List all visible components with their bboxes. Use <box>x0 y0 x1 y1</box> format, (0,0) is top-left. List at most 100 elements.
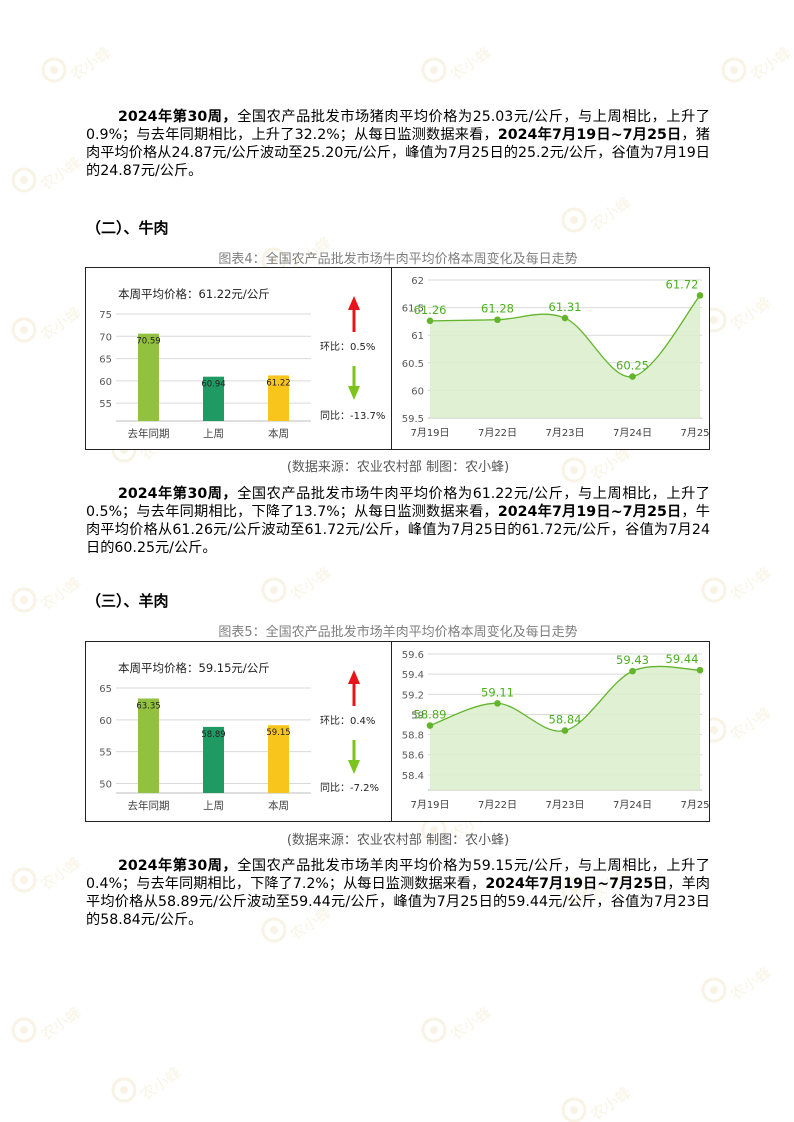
watermark-text: 农小蜂 <box>287 563 334 604</box>
bar-value-label: 59.15 <box>266 728 290 738</box>
watermark-bee-eye <box>710 726 718 734</box>
watermark-text: 农小蜂 <box>67 43 114 84</box>
data-point <box>494 316 501 324</box>
watermark-bee-shape <box>11 867 37 893</box>
watermark-bee-eye <box>710 986 718 994</box>
bee-watermark-icon: 农小蜂 <box>11 573 84 614</box>
down-arrow-icon <box>348 760 360 774</box>
mutton-chart-box: 本周平均价格：59.15元/公斤 50 55 60 65 63.35 去年同期 58.89 上周… <box>85 641 710 822</box>
watermark-bee-eye <box>570 216 578 224</box>
x-tick-label: 7月19日 <box>410 799 449 811</box>
up-arrow-icon <box>348 296 360 310</box>
y-tick-label: 55 <box>99 399 112 410</box>
watermark-bee-eye <box>20 596 28 604</box>
y-tick-label: 60 <box>99 716 112 727</box>
x-tick-label: 去年同期 <box>128 427 170 440</box>
x-tick-label: 7月24日 <box>613 799 652 811</box>
data-label: 59.43 <box>616 653 649 667</box>
bee-watermark-icon: 农小蜂 <box>111 1063 184 1104</box>
watermark-text: 农小蜂 <box>727 563 774 604</box>
data-point <box>426 722 434 729</box>
bee-watermark-icon: 农小蜂 <box>701 293 774 334</box>
watermark-bee-shape <box>561 457 587 483</box>
x-tick-label: 7月22日 <box>478 427 517 439</box>
bar <box>268 725 289 793</box>
watermark-bee-shape <box>421 1017 447 1043</box>
area-fill <box>430 666 700 790</box>
watermark-text: 农小蜂 <box>587 1083 634 1122</box>
watermark-text: 农小蜂 <box>37 853 84 894</box>
beef-line-chart: 59.5 60 60.5 61 61.5 62 61.26 7月19日 61.28 7月22日 61… <box>402 276 710 439</box>
bee-watermark-icon: 农小蜂 <box>421 1003 494 1044</box>
mutton-section-title: （三）、羊肉 <box>86 592 169 610</box>
watermark-bee-shape <box>11 167 37 193</box>
watermark-bee-eye <box>430 1026 438 1034</box>
y-tick-label: 62 <box>411 276 424 287</box>
bar-chart-title: 本周平均价格：61.22元/公斤 <box>118 287 270 301</box>
pork-paragraph: 2024年第30周，全国农产品批发市场猪肉平均价格为25.03元/公斤，与上周相… <box>86 109 710 179</box>
bar <box>268 375 289 421</box>
x-tick-label: 上周 <box>203 800 224 812</box>
mutton-bar-chart: 本周平均价格：59.15元/公斤 50 55 60 65 63.35 去年同期 58.89 上周… <box>99 661 379 812</box>
watermark-bee-shape <box>261 917 287 943</box>
bee-watermark-icon: 农小蜂 <box>561 863 634 904</box>
bar <box>203 376 224 421</box>
y-tick-label: 59.2 <box>402 690 424 701</box>
watermark-bee-eye <box>730 66 738 74</box>
watermark-bee-eye <box>20 1026 28 1034</box>
watermark-bee-eye <box>20 176 28 184</box>
y-tick-label: 59.5 <box>402 414 424 425</box>
x-tick-label: 7月23日 <box>545 799 584 811</box>
y-tick-label: 50 <box>99 779 112 790</box>
y-tick-label: 70 <box>99 332 112 343</box>
watermark-text: 农小蜂 <box>727 293 774 334</box>
y-tick-label: 60 <box>99 377 112 388</box>
data-label: 61.72 <box>666 277 699 291</box>
beef-bar-chart: 本周平均价格：61.22元/公斤 55 60 65 70 75 70.59 去年同期 60.94… <box>99 287 385 440</box>
beef-figure-title: 图表4：全国农产品批发市场牛肉平均价格本周变化及每日走势 <box>218 252 578 267</box>
y-tick-label: 59.4 <box>402 670 424 681</box>
y-tick-label: 58.6 <box>402 751 424 762</box>
watermark-text: 农小蜂 <box>447 43 494 84</box>
y-tick-label: 65 <box>99 355 112 366</box>
y-tick-label: 60.5 <box>402 359 424 370</box>
data-label: 58.84 <box>549 713 582 727</box>
bar-value-label: 58.89 <box>201 730 225 740</box>
beef-chart-box: 本周平均价格：61.22元/公斤 55 60 65 70 75 70.59 去年同期 60.94… <box>85 267 710 450</box>
watermark-bee-shape <box>721 57 747 83</box>
watermark-text: 农小蜂 <box>37 1003 84 1044</box>
watermark-bee-eye <box>710 586 718 594</box>
x-tick-label: 上周 <box>203 428 224 440</box>
watermark-bee-eye <box>570 886 578 894</box>
watermark-bee-shape <box>11 317 37 343</box>
bar <box>138 333 159 421</box>
watermark-bee-shape <box>261 577 287 603</box>
watermark-text: 农小蜂 <box>727 963 774 1004</box>
y-tick-label: 61 <box>411 331 424 342</box>
bee-watermark-icon: 农小蜂 <box>11 153 84 194</box>
bee-watermark-icon: 农小蜂 <box>261 563 334 604</box>
up-arrow-icon <box>348 670 360 684</box>
yoy-label: 同比：-13.7% <box>320 410 385 422</box>
data-point <box>494 700 501 707</box>
watermark-bee-eye <box>270 586 278 594</box>
watermark-bee-shape <box>111 1077 137 1103</box>
watermark-bee-eye <box>270 256 278 264</box>
bar-value-label: 60.94 <box>201 380 225 390</box>
watermark-bee-eye <box>570 1106 578 1114</box>
watermark-text: 农小蜂 <box>447 1003 494 1044</box>
x-tick-label: 本周 <box>268 799 289 812</box>
y-tick-label: 75 <box>99 310 112 321</box>
bee-watermark-icon: 农小蜂 <box>721 43 794 84</box>
watermark-bee-shape <box>421 57 447 83</box>
y-tick-label: 61.5 <box>402 304 424 315</box>
chart-divider <box>391 268 392 449</box>
bee-watermark-icon: 农小蜂 <box>561 193 634 234</box>
x-tick-label: 7月19日 <box>410 427 449 439</box>
bee-watermark-icon: 农小蜂 <box>11 853 84 894</box>
bee-watermark-icon: 农小蜂 <box>261 903 334 944</box>
x-tick-label: 去年同期 <box>128 799 170 812</box>
bee-watermark-icon: 农小蜂 <box>421 43 494 84</box>
watermark-bee-eye <box>570 466 578 474</box>
y-tick-label: 59.6 <box>402 650 424 661</box>
